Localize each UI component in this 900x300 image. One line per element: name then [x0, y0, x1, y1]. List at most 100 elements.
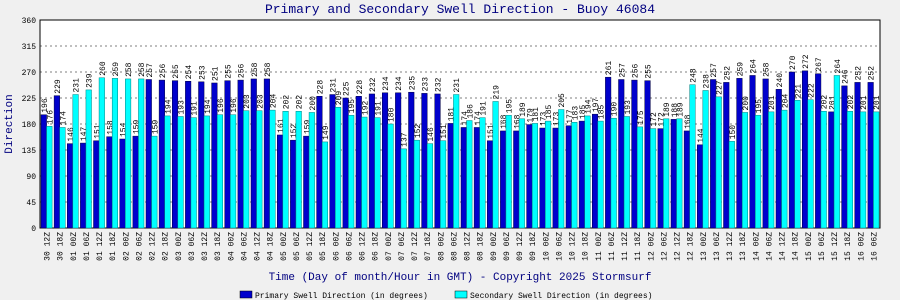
value-label: 168 — [500, 114, 509, 129]
value-label: 151 — [440, 124, 449, 139]
value-label: 225 — [343, 81, 352, 96]
value-label: 185 — [598, 105, 607, 120]
value-label: 158 — [106, 120, 115, 135]
y-tick-label: 360 — [22, 17, 37, 26]
bar — [513, 130, 520, 229]
value-label: 147 — [80, 126, 89, 141]
bar — [697, 144, 704, 229]
value-label: 159 — [151, 120, 160, 135]
x-tick-label: 09 00Z — [490, 232, 499, 261]
x-tick-label: 02 12Z — [149, 232, 158, 261]
x-tick-label: 04 06Z — [240, 232, 249, 261]
value-label: 261 — [605, 61, 614, 76]
bar — [282, 111, 289, 229]
bar — [558, 109, 565, 229]
value-label: 191 — [191, 101, 200, 116]
x-tick-label: 10 18Z — [582, 232, 591, 261]
y-tick-label: 90 — [26, 173, 36, 182]
value-label: 228 — [316, 80, 325, 95]
value-label: 257 — [618, 63, 627, 78]
value-label: 152 — [414, 124, 423, 139]
value-label: 228 — [356, 80, 365, 95]
value-label: 254 — [185, 65, 194, 80]
bar — [605, 76, 612, 229]
bar — [623, 116, 630, 229]
value-label: 258 — [251, 62, 260, 77]
value-label: 194 — [584, 99, 593, 114]
x-tick-label: 08 00Z — [437, 232, 446, 261]
value-label: 227 — [716, 80, 725, 95]
x-tick-label: 16 06Z — [870, 232, 879, 261]
value-label: 159 — [303, 120, 312, 135]
x-axis-label: Time (Day of month/Hour in GMT) - Copyri… — [269, 272, 652, 284]
bar — [571, 122, 578, 229]
bar — [531, 123, 538, 229]
x-tick-label: 11 12Z — [621, 232, 630, 261]
x-tick-label: 05 12Z — [306, 232, 315, 261]
bar — [518, 118, 525, 229]
value-label: 196 — [217, 98, 226, 113]
bar — [203, 115, 210, 229]
bar — [447, 123, 454, 229]
legend-label: Primary Swell Direction (in degrees) — [255, 292, 428, 300]
value-label: 234 — [395, 76, 404, 91]
x-tick-label: 10 12Z — [569, 232, 578, 261]
bar — [807, 99, 814, 229]
value-label: 202 — [283, 95, 292, 110]
value-label: 232 — [369, 77, 378, 92]
x-tick-label: 10 00Z — [542, 232, 551, 261]
value-label: 252 — [723, 66, 732, 81]
x-tick-label: 11 00Z — [595, 232, 604, 261]
bar — [348, 115, 355, 229]
bar — [374, 117, 381, 229]
value-label: 195 — [755, 99, 764, 114]
x-tick-label: 14 18Z — [792, 232, 801, 261]
value-label: 209 — [335, 91, 344, 106]
bar — [400, 148, 407, 229]
x-tick-label: 14 12Z — [779, 232, 788, 261]
value-label: 195 — [348, 99, 357, 114]
x-tick-label: 03 18Z — [214, 232, 223, 261]
value-label: 201 — [768, 95, 777, 110]
value-label: 172 — [658, 112, 667, 127]
bar — [505, 115, 512, 229]
bar — [749, 75, 756, 229]
bar — [93, 140, 100, 229]
bar — [741, 112, 748, 229]
value-label: 264 — [834, 59, 843, 74]
bar — [67, 143, 74, 229]
value-label: 255 — [645, 64, 654, 79]
x-tick-label: 04 00Z — [227, 232, 236, 261]
x-tick-label: 13 06Z — [713, 232, 722, 261]
value-label: 258 — [138, 62, 147, 77]
value-label: 205 — [558, 93, 567, 108]
bar — [552, 127, 559, 229]
value-label: 193 — [178, 100, 187, 115]
x-tick-label: 30 18Z — [57, 232, 66, 261]
bar — [132, 135, 139, 229]
bar — [421, 93, 428, 229]
y-tick-label: 45 — [26, 199, 36, 208]
value-label: 172 — [650, 112, 659, 127]
bar — [873, 111, 880, 229]
value-label: 204 — [269, 94, 278, 109]
value-label: 252 — [855, 66, 864, 81]
x-tick-label: 06 18Z — [372, 232, 381, 261]
bar — [781, 109, 788, 229]
value-label: 180 — [388, 107, 397, 122]
bar — [775, 89, 782, 229]
y-axis-label: Direction — [4, 94, 16, 153]
bar — [610, 117, 617, 229]
bar — [584, 115, 591, 229]
x-tick-label: 07 12Z — [411, 232, 420, 261]
x-tick-label: 06 06Z — [345, 232, 354, 261]
x-tick-label: 15 12Z — [831, 232, 840, 261]
x-tick-label: 12 12Z — [674, 232, 683, 261]
value-label: 186 — [466, 104, 475, 119]
bar — [545, 120, 552, 229]
value-label: 219 — [493, 85, 502, 100]
x-tick-label: 06 12Z — [359, 232, 368, 261]
bar — [526, 124, 533, 229]
legend-label: Secondary Swell Direction (in degrees) — [470, 292, 652, 300]
